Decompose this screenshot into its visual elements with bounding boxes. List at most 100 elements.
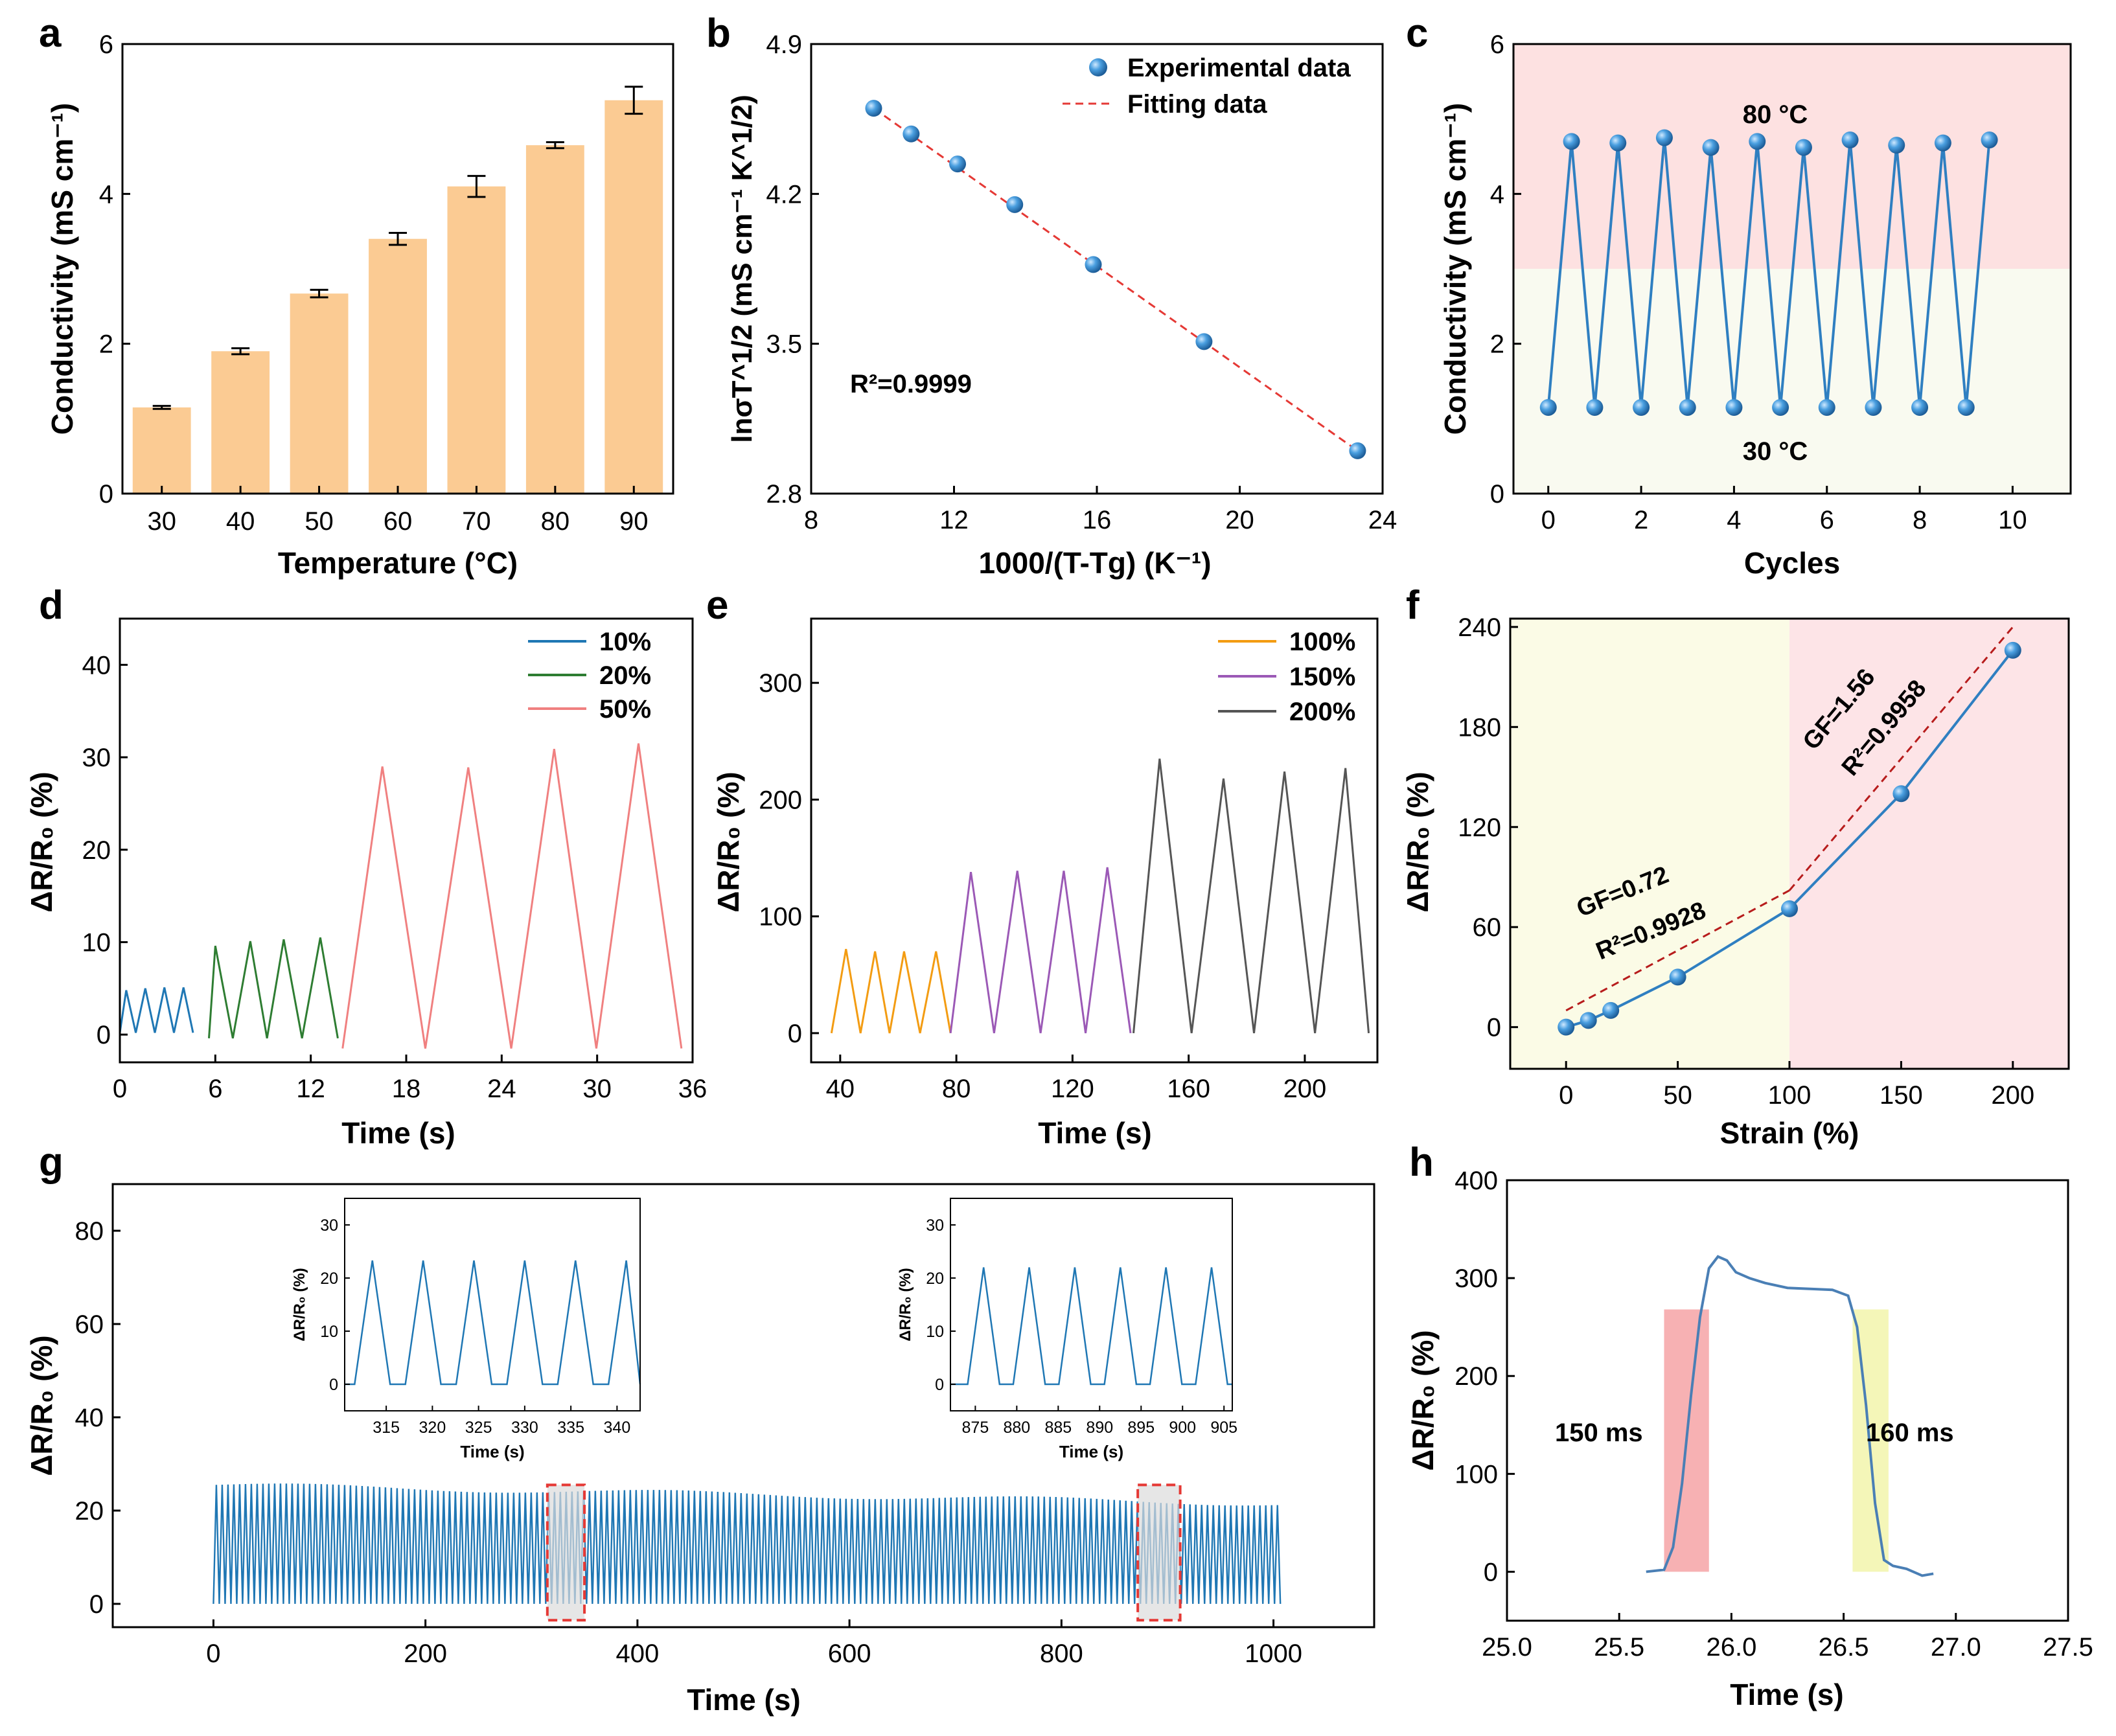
point-b-3 [1006, 196, 1024, 213]
g|6-ytick-label-4: 80 [75, 1217, 104, 1246]
b|1-ytick-label-0: 2.8 [766, 480, 802, 508]
legend-e: 100% 150% 200% [1218, 628, 1355, 726]
signal-line-g [213, 1483, 1282, 1605]
g|6-ytick-label-2: 40 [75, 1404, 104, 1432]
series-line-e-200% [1133, 759, 1370, 1034]
inset-1-xlabel: Time (s) [1059, 1442, 1123, 1461]
series-line-d-10% [119, 987, 194, 1033]
xticks-e: 40 80 120 160 200 [826, 1055, 1326, 1103]
xtick-label-a-70: 70 [462, 507, 491, 536]
inset-0-ytick-label-3: 30 [320, 1216, 338, 1235]
d|3-ytick-label-4: 40 [82, 651, 111, 680]
h-xtick-label-3: 26.5 [1819, 1633, 1869, 1662]
bar-70 [447, 186, 506, 494]
point-f-4 [1781, 900, 1798, 917]
inset-1-ytick-label-0: 0 [935, 1376, 944, 1394]
xtick-label-a-40: 40 [226, 507, 255, 536]
g-xtick-label-5: 1000 [1245, 1639, 1302, 1668]
yticks-h: 0 100 200 300 400 [1455, 1167, 1515, 1586]
point-b-0 [865, 100, 882, 117]
points-f [1558, 641, 2021, 1036]
rise-label-h: 150 ms [1555, 1419, 1643, 1447]
point-c-14 [1865, 398, 1882, 416]
bar-60 [369, 238, 427, 494]
c|2-ytick-label-1: 2 [1490, 330, 1504, 359]
point-c-4 [1633, 398, 1650, 416]
d|3-ytick-label-1: 10 [82, 928, 111, 957]
axes-frame-h [1506, 1179, 2069, 1622]
ylabel-h: ΔR/R₀ (%) [1406, 1330, 1440, 1470]
inset-1-ytick-label-3: 30 [926, 1216, 944, 1235]
c-xtick-label-0: 0 [1541, 506, 1556, 534]
series-line-c [1547, 137, 1991, 408]
inset-0-ytick-label-0: 0 [329, 1376, 338, 1394]
series-line-e-150% [949, 867, 1132, 1034]
e|4-ytick-label-0: 0 [788, 1020, 802, 1048]
inset-1-ytick-label-1: 10 [926, 1323, 944, 1341]
c-xtick-label-2: 4 [1727, 506, 1741, 534]
h-xtick-label-1: 25.5 [1594, 1633, 1644, 1662]
inset-0-xtick-label-2: 325 [465, 1419, 492, 1437]
f-xtick-label-1: 50 [1663, 1081, 1692, 1110]
point-f-3 [1669, 968, 1686, 986]
c|2-ytick-label-2: 4 [1490, 180, 1504, 209]
band-low-c [1513, 269, 2071, 494]
ylabel-a: Conductivity (mS cm⁻¹) [45, 103, 79, 435]
legend-label-d-10: 10% [599, 628, 651, 656]
point-c-18 [1957, 398, 1975, 416]
xticks-g: 0 200 400 600 800 1000 [206, 1619, 1302, 1668]
point-c-1 [1563, 133, 1580, 150]
inset-line-1 [950, 1267, 1232, 1386]
point-f-1 [1580, 1012, 1597, 1029]
c-xtick-label-1: 2 [1634, 506, 1648, 534]
f|5-ytick-label-3: 180 [1458, 713, 1501, 742]
b-xtick-label-0: 8 [804, 506, 818, 534]
ylabel-f: ΔR/R₀ (%) [1401, 771, 1434, 912]
yticks-a: 0 2 4 6 [99, 30, 130, 508]
bar-80 [525, 145, 584, 494]
point-c-12 [1818, 398, 1835, 416]
highlights-g [546, 1483, 1182, 1622]
d-xtick-label-5: 30 [582, 1075, 612, 1103]
point-b-1 [903, 125, 920, 143]
point-c-10 [1772, 398, 1789, 416]
panel-letter-g: g [39, 1140, 63, 1185]
h|7-ytick-label-3: 300 [1455, 1264, 1498, 1293]
c-xtick-label-4: 8 [1913, 506, 1927, 534]
points-c [1539, 129, 1998, 416]
point-c-8 [1725, 398, 1743, 416]
f|5-ytick-label-0: 0 [1487, 1014, 1501, 1042]
band-low-f [1510, 619, 1789, 1069]
b-xtick-label-3: 20 [1225, 506, 1254, 534]
f|5-ytick-label-2: 120 [1458, 814, 1501, 842]
panel-letter-f: f [1406, 583, 1420, 628]
inset-1-xtick-label-4: 895 [1127, 1419, 1155, 1437]
point-b-6 [1349, 442, 1366, 459]
fall-label-h: 160 ms [1866, 1419, 1954, 1447]
series-line-d-20% [208, 937, 339, 1039]
b-xtick-label-2: 16 [1083, 506, 1112, 534]
h|7-ytick-label-4: 400 [1455, 1167, 1498, 1195]
ylabel-b: lnσT^1/2 (mS cm⁻¹ K^1/2) [726, 95, 758, 443]
b|1-ytick-label-3: 4.9 [766, 30, 802, 59]
legend-label-fitting: Fitting data [1127, 90, 1267, 119]
inset-bg-1 [879, 1185, 1245, 1469]
h-xtick-label-5: 27.5 [2043, 1633, 2093, 1662]
b|1-ytick-label-2: 4.2 [766, 180, 802, 209]
c-xtick-label-3: 6 [1820, 506, 1834, 534]
xticks-h: 25.0 25.5 26.0 26.5 27.0 27.5 [1482, 1613, 2093, 1662]
xtick-label-a-30: 30 [147, 507, 176, 536]
series-line-h [1646, 1255, 1934, 1577]
yticks-g: 0 20 40 60 80 [75, 1217, 121, 1619]
inset-bg-0 [273, 1185, 653, 1469]
inset-0-ytick-label-2: 20 [320, 1270, 338, 1288]
bar-30 [132, 407, 191, 494]
d-xtick-label-6: 36 [678, 1075, 707, 1103]
xlabel-e: Time (s) [1038, 1116, 1152, 1150]
band-high-c [1513, 44, 2071, 269]
f-xtick-label-3: 150 [1880, 1081, 1923, 1110]
g|6-ytick-label-0: 0 [89, 1590, 104, 1619]
d|3-ytick-label-3: 30 [82, 744, 111, 772]
